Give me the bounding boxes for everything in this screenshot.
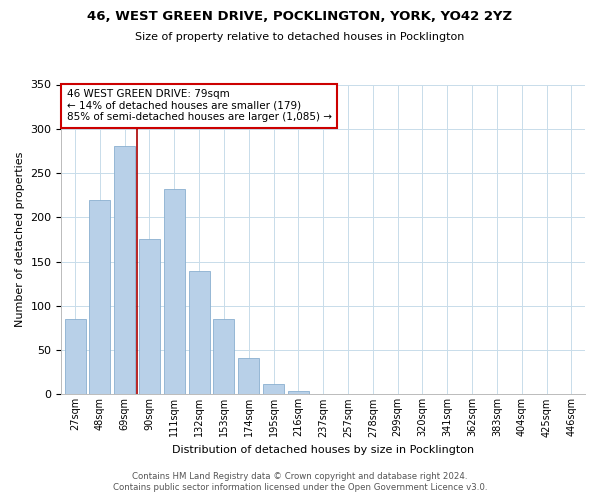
Text: 46 WEST GREEN DRIVE: 79sqm
← 14% of detached houses are smaller (179)
85% of sem: 46 WEST GREEN DRIVE: 79sqm ← 14% of deta…: [67, 89, 332, 122]
Bar: [65, 319, 86, 394]
Bar: [263, 384, 284, 394]
Text: Size of property relative to detached houses in Pocklington: Size of property relative to detached ho…: [136, 32, 464, 42]
Text: Contains HM Land Registry data © Crown copyright and database right 2024.
Contai: Contains HM Land Registry data © Crown c…: [113, 472, 487, 492]
Bar: [188, 272, 209, 394]
Bar: [288, 391, 309, 394]
Bar: [114, 146, 135, 394]
X-axis label: Distribution of detached houses by size in Pocklington: Distribution of detached houses by size …: [172, 445, 474, 455]
Bar: [89, 200, 110, 394]
Bar: [238, 358, 259, 395]
Y-axis label: Number of detached properties: Number of detached properties: [15, 152, 25, 327]
Bar: [164, 189, 185, 394]
Bar: [214, 319, 235, 394]
Bar: [139, 238, 160, 394]
Text: 46, WEST GREEN DRIVE, POCKLINGTON, YORK, YO42 2YZ: 46, WEST GREEN DRIVE, POCKLINGTON, YORK,…: [88, 10, 512, 23]
